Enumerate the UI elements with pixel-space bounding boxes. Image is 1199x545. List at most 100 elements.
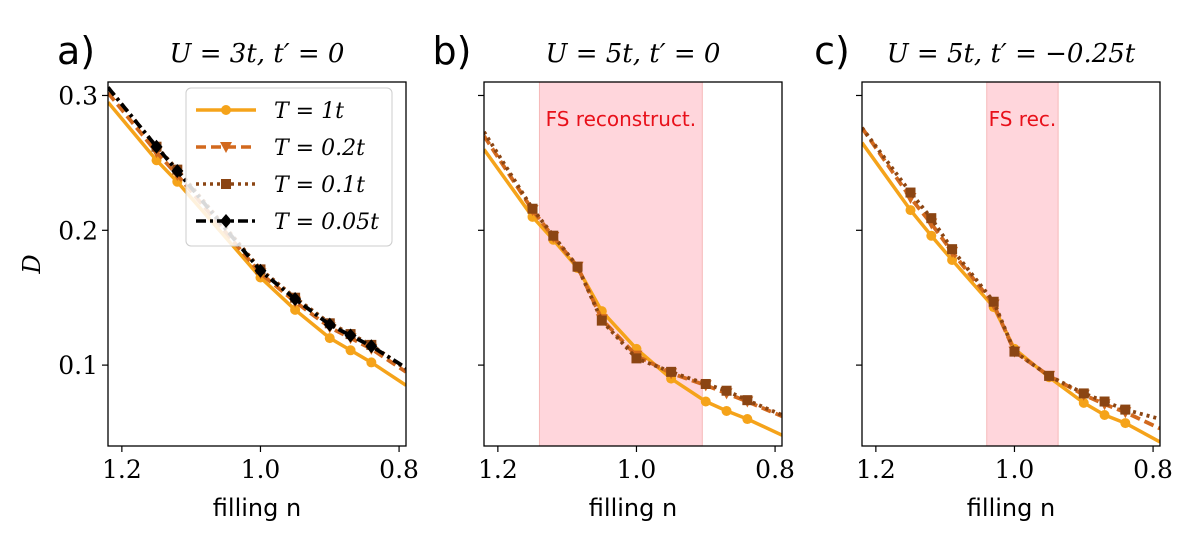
data-point bbox=[700, 378, 711, 389]
panel-1: 1.2 1.0 0.8 0.1 0.2 0.3 filling n Da) U = 3t, t′… bbox=[18, 29, 419, 522]
x-axis-label: filling n bbox=[589, 494, 677, 522]
data-point bbox=[151, 155, 162, 166]
data-point bbox=[905, 187, 916, 198]
data-point bbox=[344, 328, 357, 343]
data-point bbox=[150, 139, 163, 154]
x-tick-label: 0.8 bbox=[1133, 455, 1173, 484]
data-point bbox=[366, 357, 377, 368]
data-point bbox=[345, 345, 356, 356]
data-point-shape bbox=[345, 345, 356, 356]
y-axis-label: D bbox=[18, 254, 46, 274]
series-line-2 bbox=[108, 91, 406, 374]
data-point-shape bbox=[344, 328, 357, 343]
data-point-shape bbox=[988, 296, 999, 307]
data-point-shape bbox=[631, 353, 642, 364]
data-point bbox=[548, 230, 559, 241]
legend: T = 1t T = 0.2t T = 0.1t T = 0.05t bbox=[185, 87, 393, 247]
data-point bbox=[527, 203, 538, 214]
data-point bbox=[323, 317, 336, 332]
legend-entry: T = 1t bbox=[274, 99, 344, 124]
panel-2: FS reconstruct. 1.2 1.0 0.8 filling n b) U = 5… bbox=[433, 29, 795, 522]
data-point bbox=[947, 244, 958, 255]
x-tick-label: 1.0 bbox=[617, 455, 657, 484]
data-point bbox=[1044, 370, 1055, 381]
data-point-shape bbox=[1078, 397, 1089, 408]
data-point bbox=[1099, 409, 1110, 420]
data-point bbox=[988, 296, 999, 307]
shaded-region bbox=[986, 81, 1059, 447]
panel-label: c) bbox=[814, 29, 850, 73]
data-point bbox=[742, 414, 753, 425]
data-point bbox=[290, 304, 301, 315]
data-point-shape bbox=[721, 405, 732, 416]
data-point bbox=[1009, 346, 1020, 357]
x-axis-label: filling n bbox=[967, 494, 1055, 522]
data-point-shape bbox=[572, 261, 583, 272]
data-point bbox=[742, 395, 753, 406]
data-point-shape bbox=[926, 230, 937, 241]
legend-marker bbox=[221, 179, 231, 189]
plot-frame bbox=[107, 81, 407, 447]
panel-title: U = 5t, t′ = −0.25t bbox=[887, 39, 1136, 69]
data-point-shape bbox=[527, 203, 538, 214]
data-point-shape bbox=[290, 304, 301, 315]
y-tick-label: 0.1 bbox=[58, 351, 98, 380]
data-point-shape bbox=[947, 244, 958, 255]
y-tick-label: 0.3 bbox=[58, 81, 98, 110]
shaded-region bbox=[538, 81, 703, 447]
data-point bbox=[289, 292, 302, 307]
legend-box bbox=[185, 87, 393, 247]
data-point-shape bbox=[926, 213, 937, 224]
data-point bbox=[926, 213, 937, 224]
data-point-shape bbox=[742, 395, 753, 406]
shaded-region-label: FS reconstruct. bbox=[546, 107, 697, 131]
y-tick-label: 0.2 bbox=[58, 216, 98, 245]
data-point-shape bbox=[1120, 404, 1131, 415]
series-group bbox=[484, 130, 782, 437]
data-point bbox=[721, 385, 732, 396]
x-tick-label: 0.8 bbox=[379, 455, 419, 484]
data-point-shape bbox=[171, 163, 184, 178]
legend-marker bbox=[220, 214, 232, 228]
panel-label: a) bbox=[57, 29, 95, 73]
series-group bbox=[862, 126, 1160, 444]
legend-marker-shape bbox=[220, 142, 232, 153]
legend-marker-shape bbox=[221, 105, 231, 115]
data-point bbox=[365, 339, 378, 354]
series-group bbox=[108, 86, 406, 387]
data-point bbox=[171, 163, 184, 178]
data-point-shape bbox=[548, 230, 559, 241]
data-point bbox=[926, 230, 937, 241]
x-tick-label: 1.0 bbox=[241, 455, 281, 484]
data-point-shape bbox=[666, 366, 677, 377]
data-point-shape bbox=[700, 396, 711, 407]
data-point bbox=[596, 315, 607, 326]
data-point bbox=[905, 205, 916, 216]
data-point-shape bbox=[596, 315, 607, 326]
x-tick-label: 1.2 bbox=[102, 455, 142, 484]
data-point-shape bbox=[150, 139, 163, 154]
data-point bbox=[700, 396, 711, 407]
data-point-shape bbox=[1078, 388, 1089, 399]
data-point bbox=[631, 353, 642, 364]
data-point-shape bbox=[324, 333, 335, 344]
data-point-shape bbox=[1009, 346, 1020, 357]
data-point-shape bbox=[365, 339, 378, 354]
panel-3: FS rec. 1.2 1.0 0.8 filling n c) U = 5t, t′ = … bbox=[814, 29, 1173, 522]
data-point-shape bbox=[1099, 396, 1110, 407]
legend-marker-shape bbox=[221, 179, 231, 189]
data-point bbox=[1078, 388, 1089, 399]
data-point bbox=[721, 405, 732, 416]
data-point-shape bbox=[151, 155, 162, 166]
panel-label: b) bbox=[433, 29, 472, 73]
x-tick-label: 1.0 bbox=[995, 455, 1035, 484]
data-point bbox=[1078, 397, 1089, 408]
data-point-shape bbox=[905, 187, 916, 198]
data-point-shape bbox=[1120, 418, 1131, 429]
data-point-shape bbox=[1099, 409, 1110, 420]
data-point bbox=[572, 261, 583, 272]
legend-entry: T = 0.05t bbox=[274, 210, 379, 235]
x-tick-label: 0.8 bbox=[755, 455, 795, 484]
data-point bbox=[324, 333, 335, 344]
